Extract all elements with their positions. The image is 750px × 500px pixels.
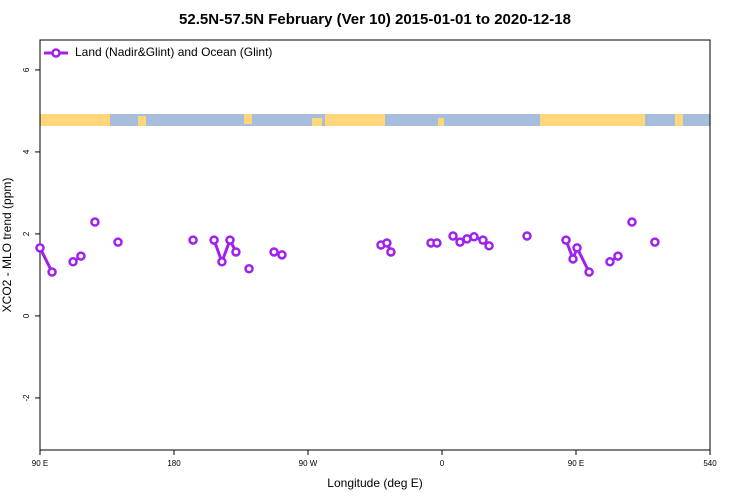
x-tick-label: 540 xyxy=(703,459,717,468)
data-point xyxy=(47,267,57,277)
data-point xyxy=(269,247,279,257)
x-tick-label: 90 E xyxy=(568,459,584,468)
data-point xyxy=(455,237,465,247)
data-point xyxy=(68,257,78,267)
data-point xyxy=(572,243,582,253)
data-point xyxy=(448,231,458,241)
series-line xyxy=(212,236,238,267)
map-strip xyxy=(40,114,710,126)
x-tick-label: 90 W xyxy=(299,459,318,468)
y-tick-label: 0 xyxy=(22,313,31,318)
data-point xyxy=(650,237,660,247)
data-point xyxy=(382,238,392,248)
y-tick-label: 6 xyxy=(22,67,31,72)
data-point xyxy=(90,217,100,227)
data-point xyxy=(522,231,532,241)
data-point xyxy=(484,241,494,251)
x-axis-label: Longitude (deg E) xyxy=(327,476,422,490)
data-point xyxy=(225,235,235,245)
data-point xyxy=(469,232,479,242)
data-point xyxy=(231,247,241,257)
x-tick-label: 90 E xyxy=(32,459,48,468)
y-tick-label: 2 xyxy=(22,231,31,236)
y-tick-label: 4 xyxy=(22,149,31,154)
data-point xyxy=(478,235,488,245)
y-tick-label: -2 xyxy=(22,394,31,402)
series-line xyxy=(564,239,591,273)
x-tick-label: 180 xyxy=(167,459,181,468)
chart-title: 52.5N-57.5N February (Ver 10) 2015-01-01… xyxy=(179,11,571,28)
data-point xyxy=(584,267,594,277)
data-point xyxy=(613,251,623,261)
data-point xyxy=(568,254,578,264)
data-point xyxy=(217,257,227,267)
data-point xyxy=(188,235,198,245)
data-point xyxy=(627,217,637,227)
data-point xyxy=(277,250,287,260)
legend-label: Land (Nadir&Glint) and Ocean (Glint) xyxy=(75,45,272,59)
x-tick-label: 0 xyxy=(440,459,445,468)
data-point xyxy=(76,251,86,261)
data-point xyxy=(386,247,396,257)
legend-marker xyxy=(51,48,61,58)
plot-frame xyxy=(39,39,711,451)
data-point xyxy=(605,257,615,267)
data-point xyxy=(209,235,219,245)
data-point xyxy=(244,264,254,274)
data-point xyxy=(432,238,442,248)
data-point xyxy=(35,243,45,253)
data-point xyxy=(113,237,123,247)
data-point xyxy=(561,235,571,245)
y-axis-label: XCO2 - MLO trend (ppm) xyxy=(0,178,14,313)
